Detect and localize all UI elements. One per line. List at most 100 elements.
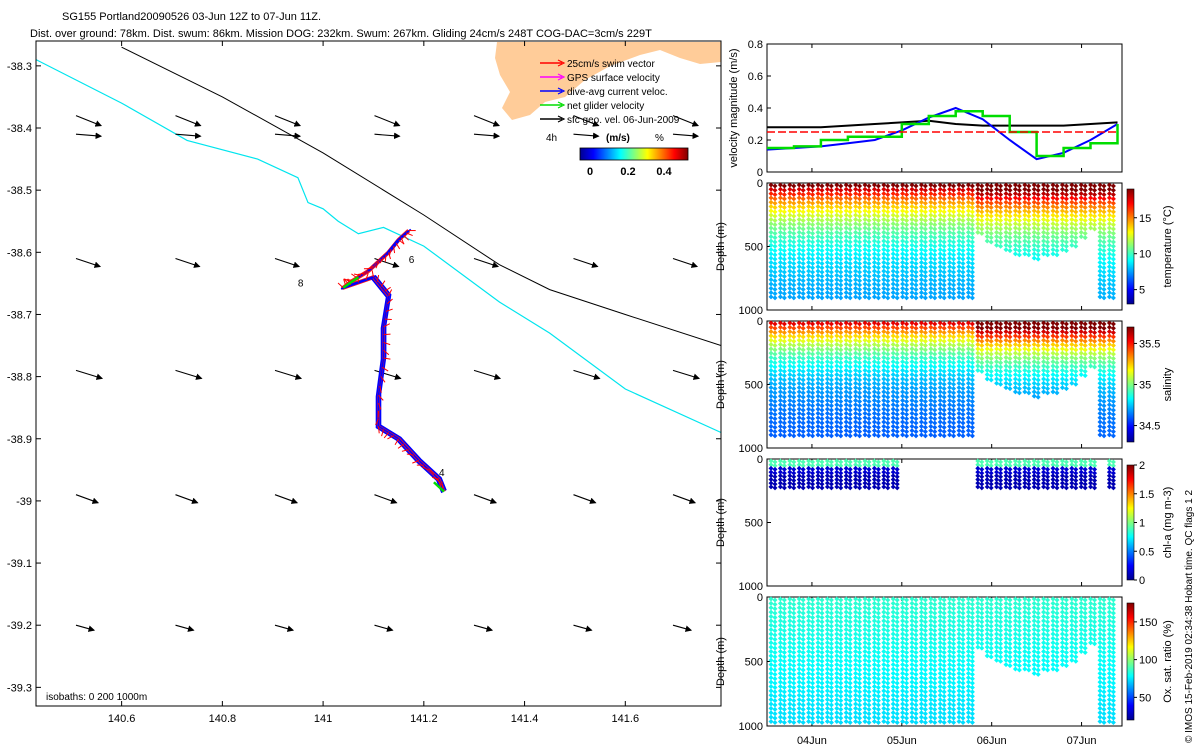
geo-velocity-arrow [75,624,96,632]
map-x-axis: 140.6 140.8 141 141.2 141.4 141.6 [108,41,639,725]
geo-velocity-arrow [75,369,104,380]
geo-velocity-arrow [175,494,199,504]
velocity-series [766,106,1119,161]
salinity-colorbar-tick: 35 [1139,380,1151,392]
map-y-tick: -38.5 [7,185,32,197]
dive-avg-current-trace [342,230,445,492]
geo-velocity-arrow [175,258,201,268]
swim-vector [378,394,384,401]
geo-velocity-arrow [374,624,394,632]
geo-velocity-arrow [75,132,103,140]
geo-velocity-arrow [573,132,600,140]
dive-avg-current-trace [344,228,447,491]
geo-velocity-arrow [274,624,295,632]
swim-vector [379,385,382,393]
geo-velocity-arrow [573,624,593,632]
chla-section-points [768,458,1116,491]
map-x-tick: 141.6 [612,713,640,725]
map-y-tick: -39.2 [7,620,32,632]
swim-vector [403,234,409,241]
temperature-y-tick: 500 [745,242,763,254]
swim-vector [428,469,435,475]
salinity-colorbar [1126,326,1135,443]
temperature-y-label: Depth (m) [715,222,727,271]
time-x-tick: 07Jun [1067,735,1097,747]
geo-velocity-arrow [473,369,502,380]
swim-vector [398,239,405,245]
colorbar-unit-label: (m/s) [606,133,630,144]
map-y-axis: -38.3 -38.4 -38.5 -38.6 -38.7 -38.8 -38.9 -39 -3… [7,61,721,694]
velocity-axes [766,43,1123,173]
legend-entry: net glider velocity [567,101,644,112]
net-glider-velocity [342,276,360,289]
scale-symbol: % [655,133,664,144]
oxygen-colorbar-tick: 50 [1139,692,1151,704]
land-inset [495,42,721,120]
track-point-label: 8 [298,278,304,289]
legend-entry: dive-avg current veloc. [567,87,668,98]
geo-velocity-arrow [573,494,597,504]
legend-entry: 25cm/s swim vector [567,59,655,70]
swim-vector [422,466,430,471]
time-x-tick: 05Jun [887,735,917,747]
geo-velocity-arrow [573,115,600,127]
geo-velocity-arrow [473,132,501,140]
swim-vector [344,278,352,283]
map-frame [35,40,722,707]
legend-entry: GPS surface velocity [567,73,660,84]
oxygen-colorbar [1126,602,1135,721]
salinity-y-tick: 500 [745,380,763,392]
geo-velocity-arrow [75,258,102,268]
geo-velocity-arrow [473,494,498,504]
speed-colorbar-ticks: 0 0.2 0.4 [587,166,673,178]
velocity-series-net [767,109,1119,158]
map-x-tick: 141 [314,713,332,725]
map-y-tick: -39.1 [7,558,32,570]
swim-vector [365,273,369,280]
oxygen-colorbar-label: Ox. sat. ratio (%) [1162,620,1174,703]
track-map: 140.6 140.8 141 141.2 141.4 141.6 -38.3-38.4-… [7,40,722,725]
speed-colorbar [579,147,689,161]
geo-velocity-arrow [274,494,299,504]
geo-velocity-arrow [374,494,398,504]
salinity-y-label: Depth (m) [715,360,727,409]
oxygen-colorbar-tick: 100 [1139,655,1157,667]
velocity-y-tick: 0.2 [748,135,763,147]
salinity-section-points [768,320,1116,439]
swim-vector [384,286,391,292]
coastline [36,59,721,434]
inset-time-label: 4h [546,133,557,144]
map-x-tick: 140.6 [108,713,136,725]
swim-vector [385,308,393,312]
chla-colorbar-tick: 0 [1139,575,1145,587]
map-y-tick: -38.3 [7,61,32,73]
map-y-tick: -38.4 [7,123,32,135]
oxygen-colorbar-tick: 150 [1139,617,1157,629]
track-point-labels: 6 8 4 [298,255,445,479]
net-glider-velocity [433,481,445,493]
velocity-series [767,119,1118,129]
velocity-y-tick: 0.8 [748,39,763,51]
swim-vector [376,274,380,282]
map-y-tick: -38.9 [7,434,32,446]
map-y-tick: -38.6 [7,247,32,259]
map-y-tick: -38.8 [7,372,32,384]
map-x-tick: 141.4 [511,713,539,725]
track-point-label: 6 [409,255,415,266]
chla-colorbar-tick: 1 [1139,518,1145,530]
track-point-label: 4 [439,468,445,479]
geo-velocity-arrow [573,258,599,268]
geo-velocity-arrow [374,132,401,140]
geo-velocity-arrow [672,258,699,268]
swim-vector [380,376,386,383]
chla-axes [766,458,1123,587]
geo-velocity-arrows [75,115,701,632]
swim-vector [370,263,377,270]
geo-velocity-arrow [175,369,203,380]
swim-vector [412,460,419,464]
swim-vector [353,273,361,277]
glider-track [337,228,447,494]
geo-velocity-arrow [175,115,202,127]
speed-colorbar-tick: 0 [587,166,593,178]
geo-velocity-arrow [274,258,301,268]
